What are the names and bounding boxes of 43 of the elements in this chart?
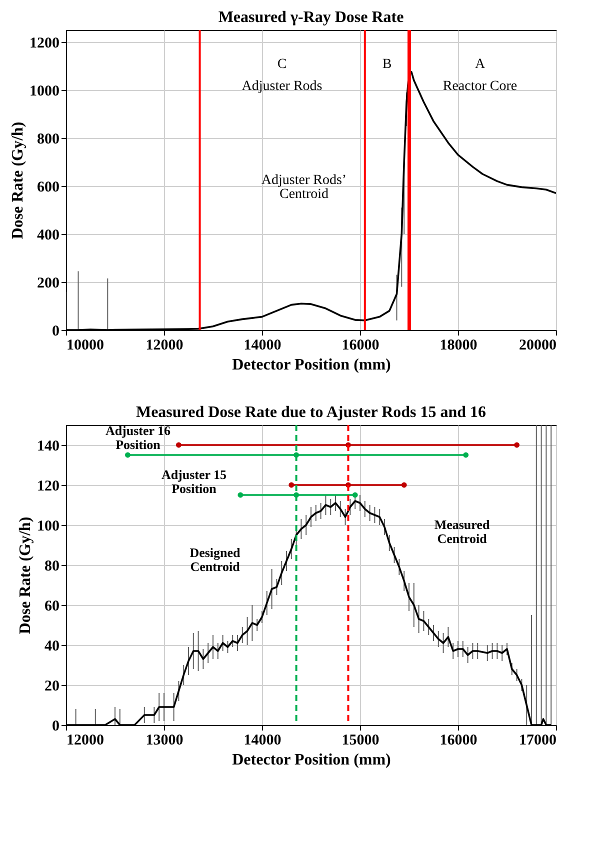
y-tick-label: 100 [37,518,60,534]
annotation: C [277,57,287,72]
y-axis-title: Dose Rate (Gy/h) [17,516,34,634]
annotation: Reactor Core [442,79,518,94]
x-tick-label: 12000 [66,732,104,748]
y-tick-label: 800 [37,132,60,148]
annotation: Designed Centroid [190,545,242,574]
x-tick-label: 14000 [244,732,282,748]
x-tick-label: 14000 [244,338,282,354]
y-tick-label: 400 [37,228,60,244]
y-tick-label: 60 [44,598,60,614]
y-tick-label: 140 [37,438,60,454]
x-tick-label: 10000 [66,338,104,354]
chart-title: Measured Dose Rate due to Ajuster Rods 15 and 16 [136,404,486,421]
chart-title: Measured γ-Ray Dose Rate [218,9,404,26]
x-tick-label: 20000 [519,338,556,354]
x-tick-label: 16000 [342,338,380,354]
y-tick-label: 1200 [30,36,60,52]
x-tick-label: 17000 [519,732,556,748]
annotation: B [382,57,392,72]
x-axis-title: Detector Position (mm) [232,356,391,374]
x-tick-label: 16000 [440,732,478,748]
y-tick-label: 0 [52,718,60,734]
y-tick-label: 200 [37,276,60,292]
x-tick-label: 15000 [342,732,380,748]
y-axis-title: Dose Rate (Gy/h) [10,122,26,240]
y-tick-label: 80 [44,558,60,574]
x-tick-label: 13000 [146,732,184,748]
y-tick-label: 20 [44,678,60,694]
y-tick-label: 1000 [30,84,60,100]
annotation: Adjuster 16 Position [105,423,172,452]
x-axis-title: Detector Position (mm) [232,752,391,768]
annotation: Adjuster 15 Position [161,467,228,496]
x-tick-label: 18000 [440,338,478,354]
annotation: A [474,57,486,72]
y-tick-label: 120 [37,478,60,494]
y-tick-label: 0 [52,324,60,340]
y-tick-label: 40 [44,638,60,654]
annotation: Adjuster Rods’ Centroid [261,173,347,202]
x-tick-label: 12000 [146,338,184,354]
annotation: Adjuster Rods [242,79,322,94]
y-tick-label: 600 [37,180,60,196]
annotation: Measured Centroid [434,517,490,546]
